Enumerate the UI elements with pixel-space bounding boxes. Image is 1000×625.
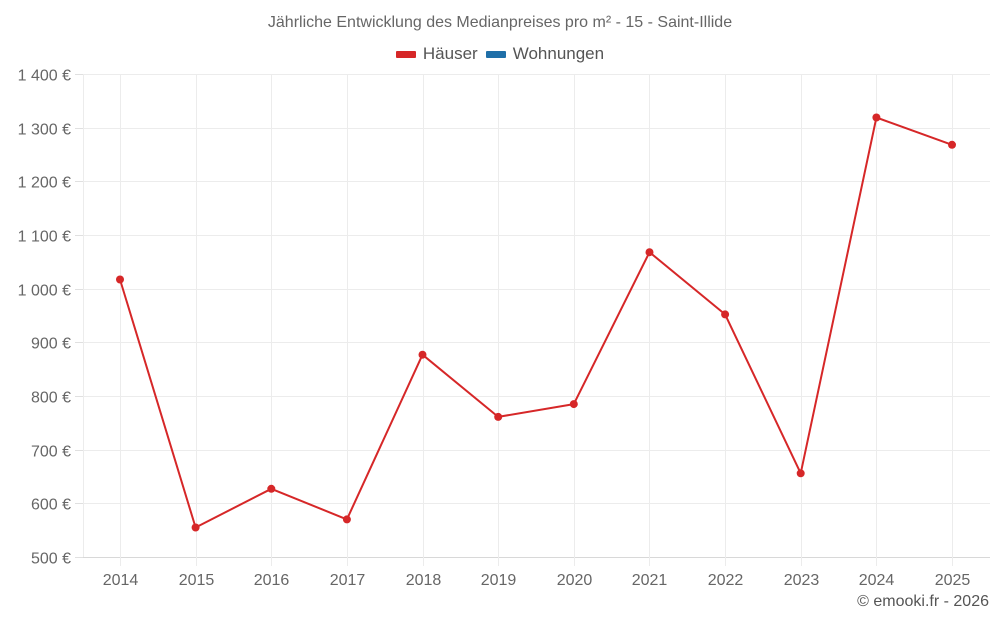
legend-swatch-icon	[395, 50, 416, 58]
legend-swatch-icon	[485, 50, 506, 58]
y-tick-label: 1 400 €	[18, 68, 71, 85]
data-point-marker[interactable]	[721, 310, 730, 319]
x-tick-label: 2022	[708, 572, 744, 589]
x-tick-label: 2018	[406, 572, 442, 589]
data-point-marker[interactable]	[494, 412, 503, 421]
x-tick-label: 2020	[557, 572, 593, 589]
y-tick-label: 900 €	[31, 336, 71, 353]
legend-label: Häuser	[422, 44, 478, 63]
chart-legend: Häuser Wohnungen	[0, 44, 1000, 64]
y-tick-label: 1 300 €	[18, 122, 71, 139]
y-axis: 500 € 600 € 700 € 800 € 900 € 1 000 € 1 100 € 1…	[18, 68, 83, 568]
copyright-footer: © emooki.fr - 2026	[857, 593, 989, 610]
data-point-marker[interactable]	[796, 469, 805, 478]
legend-label: Wohnungen	[512, 44, 605, 63]
series-haeuser	[116, 113, 956, 532]
x-tick-label: 2021	[632, 572, 668, 589]
data-point-marker[interactable]	[342, 515, 351, 524]
x-tick-label: 2014	[103, 572, 139, 589]
y-tick-label: 600 €	[31, 497, 71, 514]
data-point-marker[interactable]	[191, 523, 200, 532]
x-tick-label: 2023	[784, 572, 820, 589]
legend-item-wohnungen[interactable]: Wohnungen	[485, 44, 605, 64]
x-tick-label: 2019	[481, 572, 517, 589]
y-tick-label: 1 200 €	[18, 175, 71, 192]
data-point-marker[interactable]	[569, 400, 578, 409]
data-point-marker[interactable]	[267, 484, 276, 493]
series-line	[119, 116, 953, 529]
legend-item-haeuser[interactable]: Häuser	[395, 44, 478, 64]
y-tick-label: 800 €	[31, 390, 71, 407]
x-tick-label: 2015	[179, 572, 215, 589]
data-point-marker[interactable]	[116, 275, 124, 284]
data-point-marker[interactable]	[948, 140, 956, 149]
grid-lines	[83, 74, 990, 566]
y-tick-label: 1 100 €	[18, 229, 71, 246]
x-tick-label: 2024	[859, 572, 895, 589]
x-tick-label: 2016	[254, 572, 290, 589]
x-tick-label: 2017	[330, 572, 366, 589]
x-tick-label: 2025	[935, 572, 971, 589]
data-point-marker[interactable]	[872, 113, 881, 122]
y-tick-label: 700 €	[31, 444, 71, 461]
data-point-marker[interactable]	[418, 350, 427, 359]
chart-title: Jährliche Entwicklung des Medianpreises …	[267, 14, 733, 31]
y-tick-label: 500 €	[31, 551, 71, 568]
y-tick-label: 1 000 €	[18, 283, 71, 300]
data-point-marker[interactable]	[645, 248, 654, 257]
x-axis: 2014 2015 2016 2017 2018 2019 2020 2021 2022 2023…	[103, 572, 971, 589]
